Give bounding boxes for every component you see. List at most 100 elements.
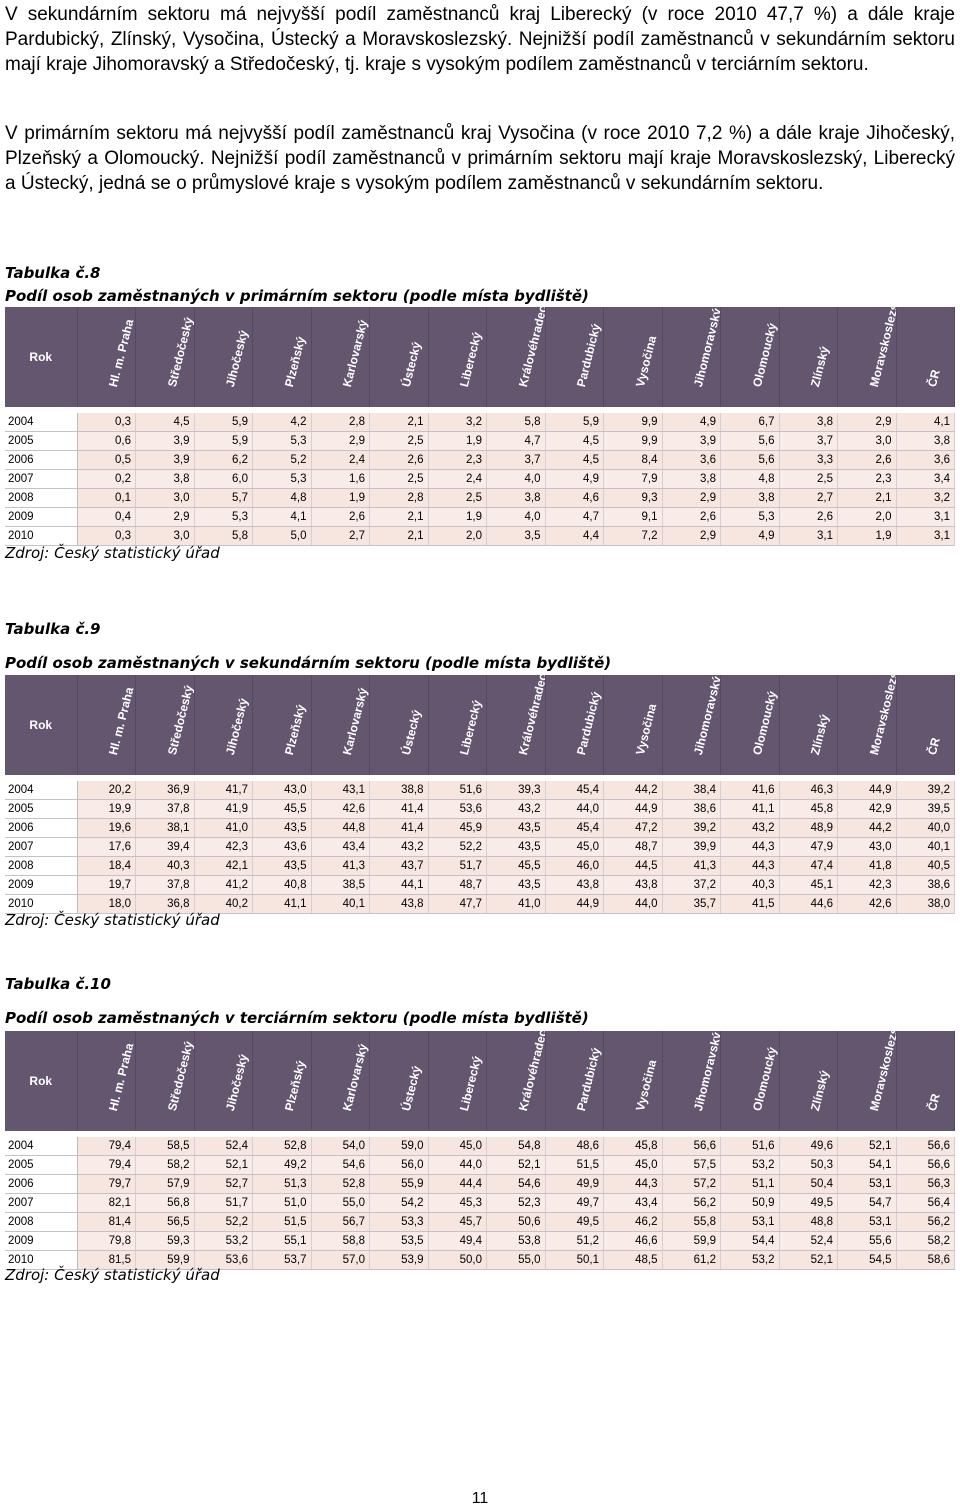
table-row: 2010 0,3 3,0 5,8 5,0 2,7 2,1 2,0 3,5 4,4 7,2 2,9 4,9… — [5, 526, 955, 546]
value-cell: 18,4 — [77, 856, 136, 876]
value-cell: 56,5 — [135, 1212, 195, 1232]
value-cell: 3,3 — [779, 450, 838, 470]
table-row: 2006 79,7 57,9 52,7 51,3 52,8 55,9 44,4 54,6 49,9… — [5, 1174, 955, 1194]
region-label: Jihomoravský — [691, 1031, 721, 1113]
value-cell: 41,1 — [720, 799, 780, 819]
value-cell: 19,9 — [77, 799, 136, 819]
header-region: Vysočina — [603, 307, 663, 407]
value-cell: 51,6 — [720, 1137, 780, 1156]
value-cell: 6,0 — [194, 469, 253, 489]
value-cell: 35,7 — [662, 894, 721, 914]
value-cell: 53,2 — [194, 1231, 253, 1251]
value-cell: 3,0 — [135, 526, 195, 546]
value-cell: 79,8 — [77, 1231, 136, 1251]
value-cell: 39,3 — [486, 781, 546, 800]
value-cell: 49,5 — [545, 1212, 604, 1232]
value-cell: 49,4 — [428, 1231, 487, 1251]
value-cell: 2,9 — [662, 488, 721, 508]
value-cell: 45,3 — [428, 1193, 487, 1213]
year-cell: 2009 — [5, 507, 78, 527]
value-cell: 52,8 — [311, 1174, 370, 1194]
value-cell: 41,6 — [720, 781, 780, 800]
value-cell: 1,9 — [837, 526, 897, 546]
value-cell: 53,1 — [720, 1212, 780, 1232]
header-region: Olomoucký — [720, 307, 780, 407]
value-cell: 44,3 — [720, 856, 780, 876]
value-cell: 44,0 — [428, 1155, 487, 1175]
header-region: Jihočeský — [194, 307, 253, 407]
value-cell: 3,8 — [135, 469, 195, 489]
year-cell: 2010 — [5, 1250, 78, 1270]
value-cell: 4,7 — [545, 507, 604, 527]
value-cell: 41,0 — [194, 818, 253, 838]
value-cell: 45,7 — [428, 1212, 487, 1232]
table-header-row: Rok Hl. m. Praha Středočeský Jihočeský Plzeň… — [5, 307, 955, 407]
header-region: Jihomoravský — [662, 1031, 721, 1131]
value-cell: 50,3 — [779, 1155, 838, 1175]
value-cell: 51,2 — [545, 1231, 604, 1251]
table-title: Podíl osob zaměstnaných v terciárním sek… — [5, 1009, 589, 1027]
value-cell: 53,1 — [837, 1174, 897, 1194]
year-cell: 2006 — [5, 1174, 78, 1194]
value-cell: 5,9 — [194, 431, 253, 451]
value-cell: 44,2 — [603, 781, 663, 800]
value-cell: 54,4 — [720, 1231, 780, 1251]
value-cell: 48,9 — [779, 818, 838, 838]
value-cell: 2,9 — [837, 413, 897, 432]
value-cell: 58,2 — [896, 1231, 955, 1251]
value-cell: 2,6 — [369, 450, 429, 470]
header-region: Hl. m. Praha — [77, 675, 136, 775]
year-cell: 2009 — [5, 1231, 78, 1251]
value-cell: 2,0 — [837, 507, 897, 527]
value-cell: 56,0 — [369, 1155, 429, 1175]
table-row: 2010 18,0 36,8 40,2 41,1 40,1 43,8 47,7 41,0 44,9… — [5, 894, 955, 914]
header-region: Pardubický — [545, 1031, 604, 1131]
value-cell: 58,8 — [311, 1231, 370, 1251]
value-cell: 39,4 — [135, 837, 195, 857]
region-label: Liberecký — [457, 698, 485, 757]
value-cell: 3,8 — [896, 431, 955, 451]
value-cell: 38,4 — [662, 781, 721, 800]
year-cell: 2006 — [5, 818, 78, 838]
table-row: 2005 0,6 3,9 5,9 5,3 2,9 2,5 1,9 4,7 4,5 9,9 3,9 5,6… — [5, 431, 955, 451]
region-label: Zlínský — [808, 712, 832, 757]
value-cell: 43,5 — [252, 856, 312, 876]
header-region: Karlovarský — [311, 307, 370, 407]
value-cell: 51,7 — [194, 1193, 253, 1213]
value-cell: 47,7 — [428, 894, 487, 914]
value-cell: 53,6 — [194, 1250, 253, 1270]
value-cell: 52,4 — [779, 1231, 838, 1251]
value-cell: 50,6 — [486, 1212, 546, 1232]
value-cell: 6,7 — [720, 413, 780, 432]
header-region: Královéhradecký — [486, 1031, 546, 1131]
table-source: Zdroj: Český statistický úřad — [5, 1266, 220, 1284]
region-label: Vysočina — [632, 1058, 659, 1113]
header-region: Královéhradecký — [486, 307, 546, 407]
value-cell: 44,9 — [837, 781, 897, 800]
value-cell: 53,3 — [369, 1212, 429, 1232]
value-cell: 52,2 — [194, 1212, 253, 1232]
value-cell: 79,7 — [77, 1174, 136, 1194]
table-label: Tabulka č.9 — [5, 620, 101, 638]
value-cell: 5,3 — [252, 469, 312, 489]
value-cell: 4,2 — [252, 413, 312, 432]
value-cell: 58,6 — [896, 1250, 955, 1270]
value-cell: 54,0 — [311, 1137, 370, 1156]
value-cell: 52,1 — [779, 1250, 838, 1270]
value-cell: 52,7 — [194, 1174, 253, 1194]
value-cell: 41,4 — [369, 818, 429, 838]
region-label: Moravskoslezský — [866, 675, 896, 757]
value-cell: 4,9 — [662, 413, 721, 432]
header-rok: Rok — [5, 307, 78, 407]
value-cell: 42,1 — [194, 856, 253, 876]
value-cell: 57,0 — [311, 1250, 370, 1270]
value-cell: 53,9 — [369, 1250, 429, 1270]
value-cell: 3,0 — [135, 488, 195, 508]
value-cell: 0,1 — [77, 488, 136, 508]
value-cell: 44,3 — [720, 837, 780, 857]
region-label: Plzeňský — [281, 703, 308, 757]
value-cell: 7,2 — [603, 526, 663, 546]
value-cell: 5,6 — [720, 450, 780, 470]
value-cell: 3,6 — [662, 450, 721, 470]
value-cell: 51,7 — [428, 856, 487, 876]
